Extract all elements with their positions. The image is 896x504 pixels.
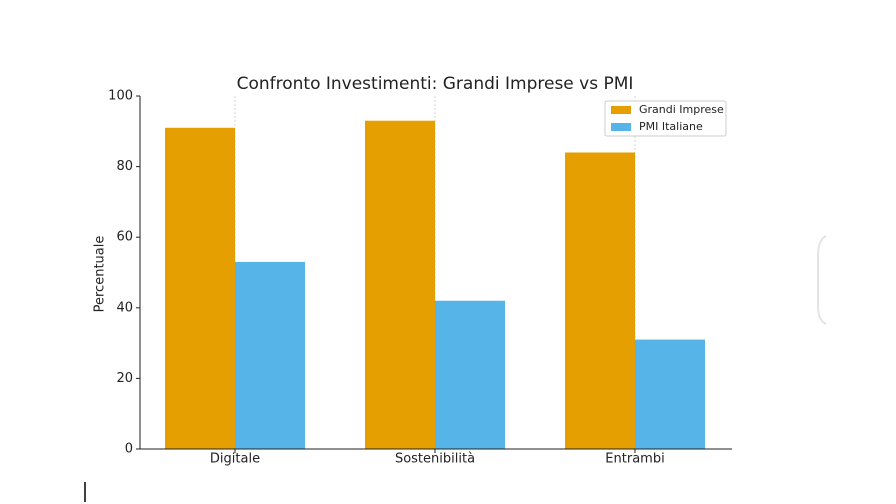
bar: [365, 120, 435, 450]
y-tick-label: 100: [108, 89, 133, 104]
side-panel-edge: [817, 235, 827, 325]
y-axis-label: Percentuale: [93, 236, 108, 313]
bar: [235, 261, 305, 449]
y-tick-label: 40: [116, 300, 133, 315]
legend-label: Grandi Imprese: [639, 103, 724, 116]
legend-box: [604, 100, 727, 137]
x-tick-label: Sostenibilità: [395, 452, 475, 467]
legend-swatch: [611, 123, 631, 131]
legend-swatch: [611, 106, 631, 114]
y-tick-label: 60: [116, 230, 133, 245]
x-tick-label: Digitale: [210, 452, 260, 467]
y-tick-label: 0: [125, 442, 133, 457]
y-tick-label: 20: [116, 371, 133, 386]
bar: [565, 152, 635, 450]
y-tick-label: 80: [116, 159, 133, 174]
chart-title: Confronto Investimenti: Grandi Imprese v…: [237, 74, 634, 94]
x-tick-label: Entrambi: [605, 452, 664, 467]
bar: [635, 339, 705, 449]
bar: [165, 127, 235, 450]
legend-label: PMI Italiane: [639, 120, 703, 133]
bar: [435, 300, 505, 449]
